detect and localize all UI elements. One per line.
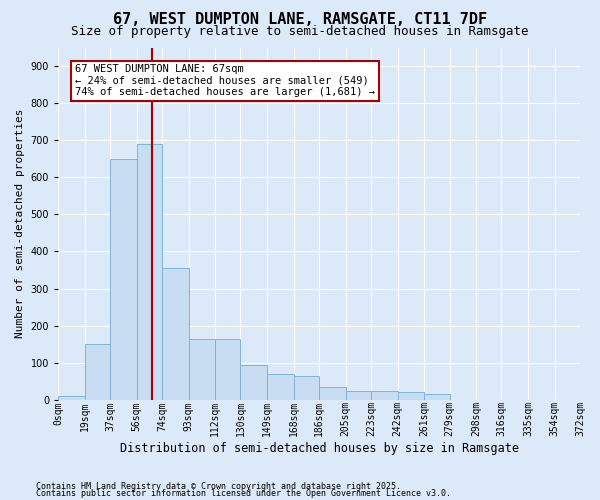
Text: Contains HM Land Registry data © Crown copyright and database right 2025.: Contains HM Land Registry data © Crown c…: [36, 482, 401, 491]
Bar: [162, 268, 188, 400]
Bar: [424, 394, 449, 400]
Bar: [188, 338, 215, 400]
Text: 67, WEST DUMPTON LANE, RAMSGATE, CT11 7DF: 67, WEST DUMPTON LANE, RAMSGATE, CT11 7D…: [113, 12, 487, 28]
Bar: [398, 392, 424, 400]
Bar: [85, 344, 110, 400]
Bar: [371, 390, 398, 400]
Bar: [319, 387, 346, 400]
Bar: [215, 338, 241, 400]
Text: 67 WEST DUMPTON LANE: 67sqm
← 24% of semi-detached houses are smaller (549)
74% : 67 WEST DUMPTON LANE: 67sqm ← 24% of sem…: [75, 64, 375, 98]
Bar: [58, 396, 85, 400]
Bar: [137, 144, 162, 400]
Bar: [346, 390, 371, 400]
Bar: [110, 159, 137, 400]
Bar: [294, 376, 319, 400]
X-axis label: Distribution of semi-detached houses by size in Ramsgate: Distribution of semi-detached houses by …: [119, 442, 518, 455]
Bar: [267, 374, 294, 400]
Text: Size of property relative to semi-detached houses in Ramsgate: Size of property relative to semi-detach…: [71, 25, 529, 38]
Y-axis label: Number of semi-detached properties: Number of semi-detached properties: [15, 109, 25, 338]
Text: Contains public sector information licensed under the Open Government Licence v3: Contains public sector information licen…: [36, 489, 451, 498]
Bar: [241, 364, 267, 400]
